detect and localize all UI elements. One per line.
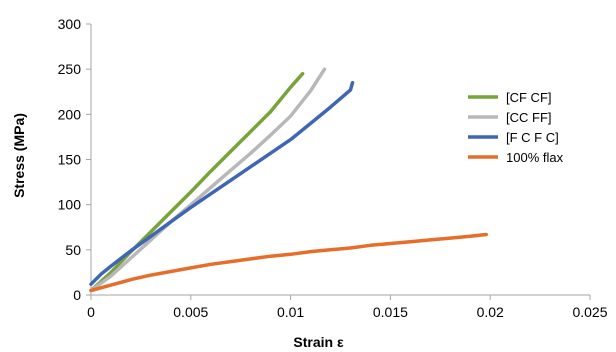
y-axis-title: Stress (MPa) <box>11 113 27 198</box>
x-ticks: 0 0.005 0.01 0.015 0.02 0.025 <box>87 295 608 320</box>
legend-label: 100% flax <box>506 150 564 165</box>
x-tick-label: 0.015 <box>373 304 408 320</box>
x-tick-label: 0 <box>87 304 95 320</box>
x-tick-label: 0.01 <box>277 304 304 320</box>
y-tick-label: 200 <box>58 106 82 122</box>
legend-label: [CF CF] <box>506 90 552 105</box>
x-tick-label: 0.025 <box>572 304 607 320</box>
legend: [CF CF] [CC FF] [F C F C] 100% flax <box>468 90 564 165</box>
series-lines <box>89 67 488 293</box>
series-line-3 <box>89 232 488 293</box>
y-tick-label: 100 <box>58 197 82 213</box>
y-tick-label: 50 <box>65 242 81 258</box>
y-tick-label: 250 <box>58 61 82 77</box>
y-tick-label: 300 <box>58 16 82 32</box>
x-axis-title: Strain ε <box>293 334 344 350</box>
y-tick-label: 0 <box>73 287 81 303</box>
y-ticks: 0 50 100 150 200 250 300 <box>58 16 91 303</box>
x-tick-label: 0.005 <box>173 304 208 320</box>
series-line-1 <box>89 67 327 293</box>
legend-label: [CC FF] <box>506 110 552 125</box>
x-tick-label: 0.02 <box>477 304 504 320</box>
series-line-2 <box>89 80 355 286</box>
y-tick-label: 150 <box>58 152 82 168</box>
legend-label: [F C F C] <box>506 130 559 145</box>
